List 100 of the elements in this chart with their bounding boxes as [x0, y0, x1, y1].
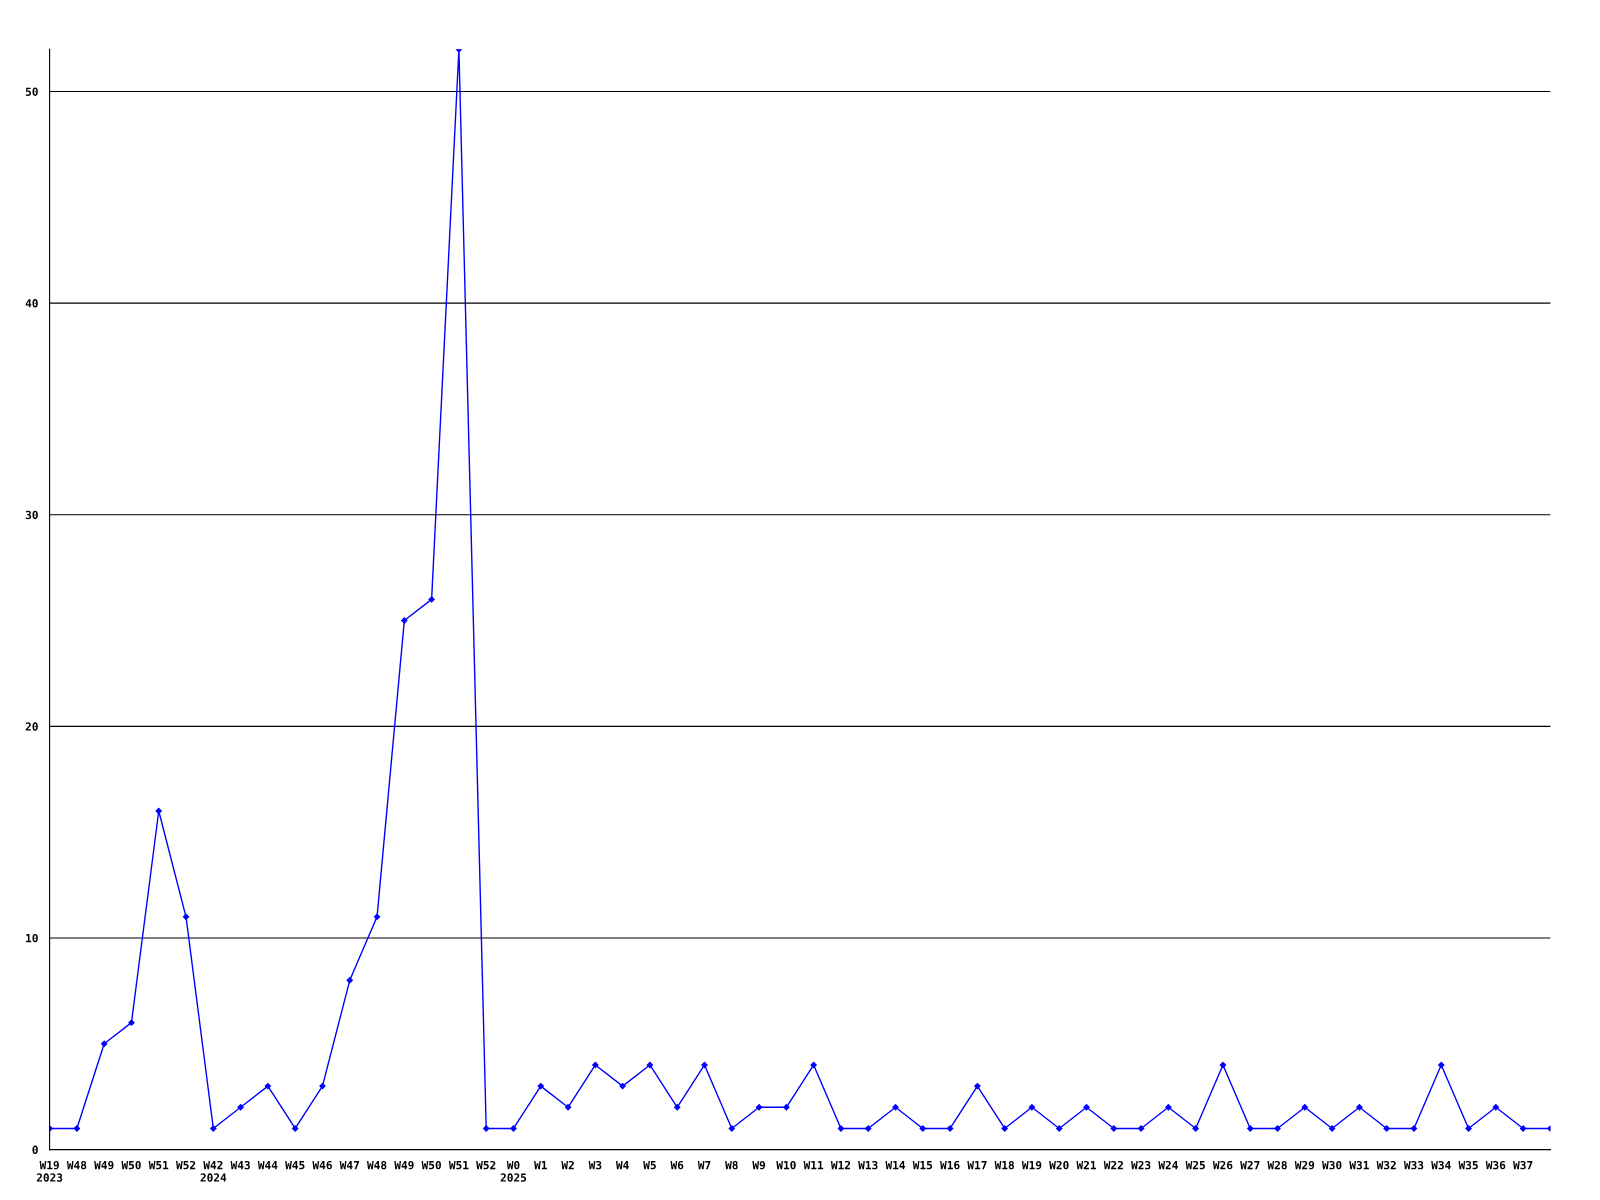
point — [646, 1061, 654, 1069]
x-tick-label: W5 — [643, 1161, 656, 1170]
point — [1274, 1125, 1281, 1132]
y-tick-label: 50 — [25, 87, 38, 96]
point — [728, 1125, 735, 1132]
x-tick-label: W42 2024 — [200, 1160, 227, 1182]
x-tick-label: W37 — [1513, 1160, 1533, 1170]
point — [1219, 1061, 1227, 1069]
x-tick-label: W44 — [257, 1161, 278, 1170]
y-tick-label: 0 — [32, 1145, 38, 1154]
point — [837, 1125, 845, 1132]
x-tick-label: W27 — [1240, 1160, 1260, 1170]
x-tick-label: W50 — [421, 1160, 441, 1170]
point — [564, 1104, 572, 1111]
x-tick-label: W33 — [1403, 1160, 1424, 1170]
x-tick-label: W10 — [776, 1160, 796, 1170]
point — [401, 617, 408, 624]
x-tick-label: W28 — [1267, 1160, 1287, 1170]
x-tick-label: W2 — [561, 1160, 574, 1170]
x-tick-label: W29 — [1294, 1160, 1315, 1170]
point — [1165, 1104, 1172, 1111]
point — [1110, 1125, 1117, 1132]
point — [810, 1061, 817, 1069]
y-tick-label: 40 — [25, 299, 38, 308]
x-tick-label: W50 — [121, 1160, 141, 1170]
point — [1056, 1125, 1063, 1132]
x-tick-label: W49 — [94, 1160, 114, 1170]
point — [510, 1125, 517, 1132]
x-tick-label: W19 2023 — [36, 1160, 63, 1182]
y-tick-label: 10 — [26, 933, 38, 943]
point — [1137, 1125, 1145, 1132]
x-tick-label: W17 — [967, 1161, 987, 1170]
x-tick-label: W0 2025 — [500, 1160, 527, 1182]
x-tick-label: W52 — [476, 1160, 496, 1170]
point — [483, 1125, 490, 1132]
x-tick-label: W9 — [752, 1160, 766, 1170]
y-tick-label: 30 — [25, 510, 38, 520]
point — [783, 1104, 790, 1111]
point — [319, 1082, 326, 1090]
x-tick-label: W34 — [1431, 1160, 1451, 1170]
point — [1438, 1061, 1445, 1069]
x-tick-label: W51 — [448, 1161, 469, 1170]
x-tick-label: W49 — [394, 1160, 414, 1170]
point — [919, 1125, 926, 1132]
x-tick-label: W12 — [830, 1160, 851, 1170]
point — [1192, 1125, 1199, 1132]
point — [428, 596, 435, 603]
x-tick-label: W11 — [803, 1161, 824, 1170]
point — [1028, 1104, 1036, 1111]
x-tick-label: W8 — [725, 1160, 738, 1170]
x-tick-label: W7 — [697, 1161, 711, 1170]
point — [674, 1104, 681, 1111]
point — [1301, 1104, 1308, 1111]
point — [619, 1082, 626, 1090]
x-tick-label: W18 — [994, 1160, 1014, 1170]
x-tick-label: W4 — [615, 1161, 629, 1170]
point — [892, 1104, 899, 1111]
x-tick-label: W21 — [1076, 1160, 1097, 1170]
point — [946, 1125, 954, 1132]
point — [373, 913, 381, 920]
x-tick-label: W1 — [534, 1161, 547, 1170]
point — [974, 1082, 981, 1090]
point — [1328, 1125, 1336, 1132]
point — [1247, 1125, 1254, 1132]
x-tick-label: W20 — [1049, 1160, 1069, 1170]
point — [1356, 1104, 1363, 1111]
point — [101, 1040, 108, 1047]
point — [264, 1082, 272, 1090]
point — [155, 807, 162, 815]
x-tick-label: W36 — [1485, 1160, 1506, 1170]
point — [865, 1125, 872, 1132]
x-tick-label: W48 — [367, 1160, 387, 1170]
x-tick-label: W35 — [1458, 1160, 1478, 1170]
x-tick-label: W26 — [1212, 1160, 1233, 1170]
x-tick-label: W52 — [176, 1160, 196, 1170]
x-tick-label: W30 — [1322, 1160, 1342, 1170]
point — [237, 1104, 244, 1111]
x-tick-label: W24 — [1158, 1160, 1178, 1170]
point — [1465, 1125, 1472, 1132]
point — [755, 1104, 763, 1111]
y-tick-label: 20 — [25, 722, 38, 731]
point — [182, 913, 190, 920]
x-tick-label: W16 — [940, 1160, 960, 1170]
x-tick-label: W3 — [588, 1160, 602, 1170]
point — [1083, 1104, 1090, 1111]
point — [1519, 1125, 1527, 1132]
x-tick-label: W14 — [885, 1161, 906, 1170]
point — [1492, 1104, 1499, 1111]
point — [292, 1125, 299, 1132]
x-tick-label: W51 — [148, 1161, 169, 1170]
point — [1383, 1125, 1390, 1132]
point — [128, 1019, 135, 1026]
x-tick-label: W32 — [1376, 1160, 1396, 1170]
x-tick-label: W47 — [339, 1161, 359, 1170]
point — [210, 1125, 217, 1132]
x-tick-label: W19 — [1021, 1160, 1042, 1170]
x-tick-label: W13 — [858, 1160, 878, 1170]
x-tick-label: W45 — [285, 1161, 305, 1170]
x-tick-label: W25 — [1185, 1160, 1205, 1170]
x-tick-label: W31 — [1349, 1160, 1369, 1170]
